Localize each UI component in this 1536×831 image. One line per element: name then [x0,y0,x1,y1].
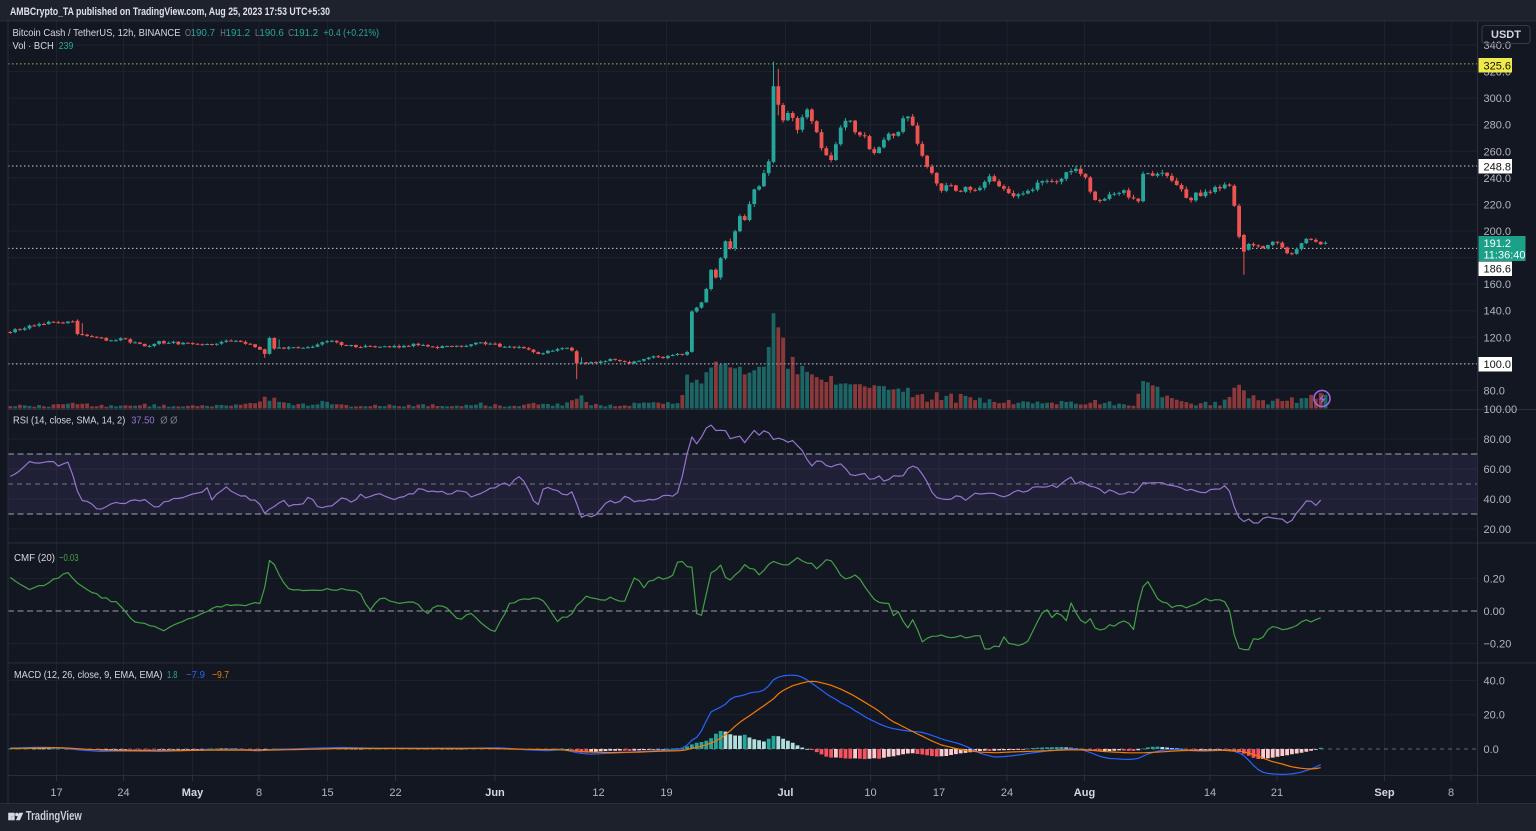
svg-text:CMF (20): CMF (20) [14,552,55,564]
svg-text:300.0: 300.0 [1484,93,1512,105]
svg-text:186.6: 186.6 [1484,264,1512,276]
svg-text:AMBCrypto_TA published on Trad: AMBCrypto_TA published on TradingView.co… [10,6,330,18]
svg-text:H: H [220,27,226,39]
svg-text:80.00: 80.00 [1484,434,1512,446]
svg-text:Ø Ø: Ø Ø [160,415,177,427]
svg-text:17: 17 [50,787,62,799]
svg-text:191.2: 191.2 [294,27,318,39]
svg-text:TradingView: TradingView [26,809,82,823]
svg-text:24: 24 [117,787,129,799]
svg-text:19: 19 [660,787,672,799]
svg-text:100.00: 100.00 [1484,404,1518,416]
svg-text:C: C [288,27,294,39]
svg-text:40.00: 40.00 [1484,494,1512,506]
svg-text:340.0: 340.0 [1484,40,1512,52]
svg-text:0.20: 0.20 [1484,574,1505,586]
svg-text:17: 17 [933,787,945,799]
svg-text:220.0: 220.0 [1484,199,1512,211]
svg-text:MACD (12, 26, close, 9, EMA, E: MACD (12, 26, close, 9, EMA, EMA) [14,669,163,681]
svg-text:−7.9: −7.9 [186,669,205,681]
svg-text:200.0: 200.0 [1484,226,1512,238]
svg-text:190.7: 190.7 [191,27,216,39]
svg-text:1.8: 1.8 [167,669,178,681]
svg-text:80.0: 80.0 [1484,385,1505,397]
svg-text:14: 14 [1204,787,1216,799]
svg-text:60.00: 60.00 [1484,464,1512,476]
svg-text:240.0: 240.0 [1484,173,1512,185]
svg-text:Aug: Aug [1074,787,1095,799]
svg-text:22: 22 [389,787,401,799]
svg-text:Sep: Sep [1374,787,1394,799]
svg-text:15: 15 [321,787,333,799]
svg-text:37.50: 37.50 [131,415,155,427]
svg-text:140.0: 140.0 [1484,306,1512,318]
svg-text:191.2: 191.2 [226,27,251,39]
svg-text:260.0: 260.0 [1484,146,1512,158]
svg-text:Bitcoin Cash / TetherUS, 12h,: Bitcoin Cash / TetherUS, 12h, BINANCE [13,27,181,39]
svg-text:Jun: Jun [485,787,505,799]
svg-text:248.8: 248.8 [1484,162,1512,174]
svg-text:−0.03: −0.03 [59,552,79,564]
svg-text:0.00: 0.00 [1484,606,1505,618]
svg-text:May: May [182,787,204,799]
svg-text:Jul: Jul [778,787,794,799]
svg-text:0.0: 0.0 [1484,744,1499,756]
svg-text:O: O [185,27,191,39]
svg-text:325.6: 325.6 [1484,61,1512,73]
svg-text:24: 24 [1001,787,1013,799]
svg-text:20.00: 20.00 [1484,524,1512,536]
svg-text:280.0: 280.0 [1484,120,1512,132]
svg-text:USDT: USDT [1491,29,1521,41]
svg-text:8: 8 [1448,787,1454,799]
svg-text:40.0: 40.0 [1484,675,1505,687]
svg-text:Vol · BCH: Vol · BCH [13,40,54,52]
svg-text:+0.4 (+0.21%): +0.4 (+0.21%) [323,27,379,39]
svg-text:L: L [255,27,260,39]
svg-text:120.0: 120.0 [1484,332,1512,344]
svg-text:160.0: 160.0 [1484,279,1512,291]
svg-text:−0.20: −0.20 [1484,639,1512,651]
svg-text:191.2: 191.2 [1484,238,1512,250]
svg-text:11:36:40: 11:36:40 [1484,250,1526,262]
svg-text:239: 239 [59,40,74,52]
svg-text:100.0: 100.0 [1484,359,1512,371]
svg-text:−9.7: −9.7 [212,669,229,681]
svg-text:8: 8 [256,787,262,799]
svg-text:12: 12 [592,787,604,799]
svg-text:20.0: 20.0 [1484,710,1505,722]
svg-text:10: 10 [864,787,876,799]
svg-text:190.6: 190.6 [259,27,284,39]
svg-text:RSI (14, close, SMA, 14, 2): RSI (14, close, SMA, 14, 2) [13,415,125,427]
svg-text:21: 21 [1271,787,1283,799]
